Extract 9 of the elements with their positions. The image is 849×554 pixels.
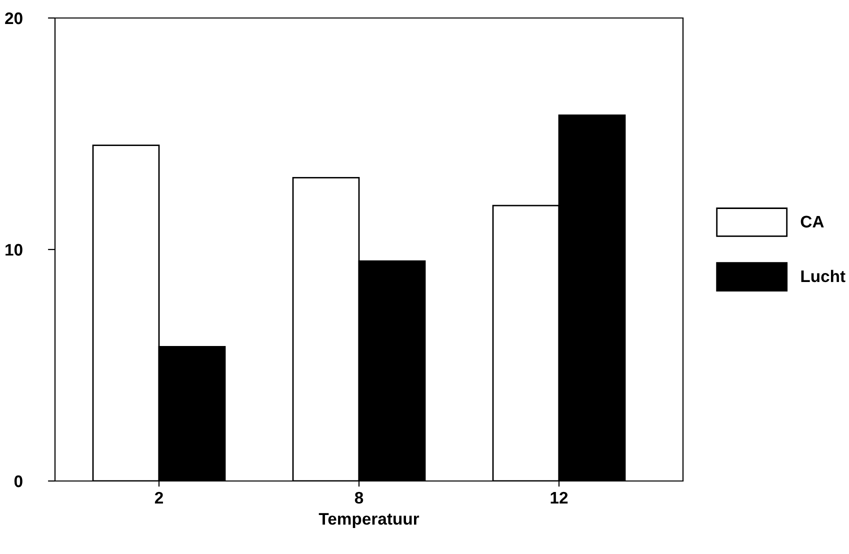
x-axis-title: Temperatuur	[318, 513, 420, 528]
x-tick-label: 12	[550, 492, 568, 504]
y-tick-label: 20	[5, 12, 22, 24]
legend-label: CA	[800, 216, 824, 228]
legend-label: Lucht	[801, 270, 846, 282]
y-tick-label: 0	[14, 475, 22, 488]
x-tick-label: 8	[354, 492, 364, 504]
x-tick-label: 2	[154, 492, 163, 504]
y-tick-label: 10	[6, 244, 22, 256]
